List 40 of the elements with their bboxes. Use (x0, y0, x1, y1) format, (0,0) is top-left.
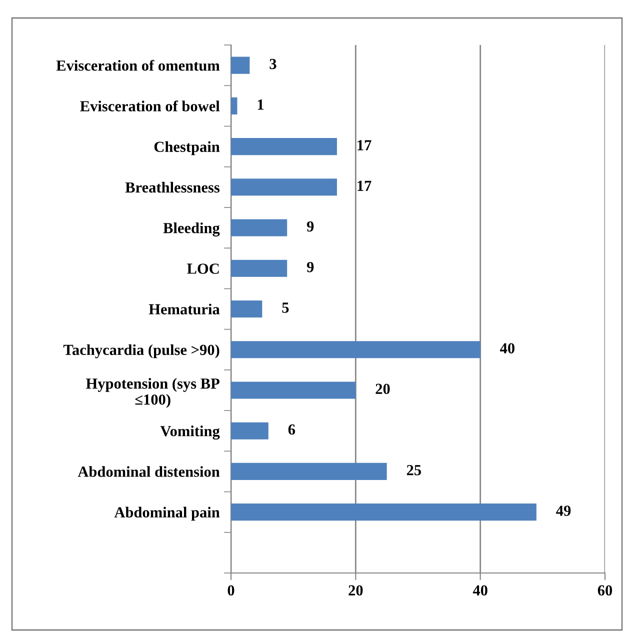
data-label: 9 (306, 262, 314, 272)
data-label: 25 (406, 465, 421, 476)
y-tick-label: Breathlessness (125, 182, 220, 193)
bar (231, 382, 356, 399)
x-tick-label: 20 (348, 585, 363, 596)
bar (231, 56, 250, 74)
data-label: 9 (306, 221, 314, 232)
bar (231, 422, 268, 440)
bar (231, 300, 262, 318)
y-tick-label: Bleeding (163, 222, 220, 236)
y-tick-label: Vomiting (160, 426, 220, 440)
bar (231, 260, 288, 277)
bar (231, 138, 337, 156)
y-tick-label: Hematuria (148, 304, 220, 314)
data-label: 3 (270, 58, 276, 70)
bar (231, 341, 480, 358)
data-label: 17 (358, 140, 372, 150)
y-tick-label: Hypotension (sys BP ≤100) (86, 378, 220, 408)
bar (231, 504, 536, 521)
y-tick-label: Tachycardia (pulse >90) (63, 344, 220, 358)
x-tick-label: 40 (472, 585, 488, 596)
data-label: 20 (376, 384, 390, 394)
data-label: 49 (556, 506, 571, 516)
y-tick-label: Evisceration of omentum (56, 60, 220, 71)
bar (231, 219, 288, 236)
data-label: 6 (288, 424, 296, 435)
data-label: 5 (282, 302, 289, 313)
y-tick-label: Chestpain (154, 141, 220, 156)
data-label: 1 (258, 100, 264, 110)
y-tick-label: Abdominal distension (78, 466, 220, 477)
data-label: 17 (358, 180, 372, 191)
data-label: 40 (500, 343, 514, 354)
bar (231, 97, 238, 114)
x-tick-label: 60 (598, 585, 612, 596)
bar (231, 178, 337, 196)
bar (231, 462, 387, 480)
y-tick-label: Evisceration of bowel (80, 100, 220, 112)
y-tick-label: Abdominal pain (114, 506, 220, 521)
y-tick-label: LOC (187, 264, 219, 274)
x-tick-label: 0 (228, 585, 234, 596)
